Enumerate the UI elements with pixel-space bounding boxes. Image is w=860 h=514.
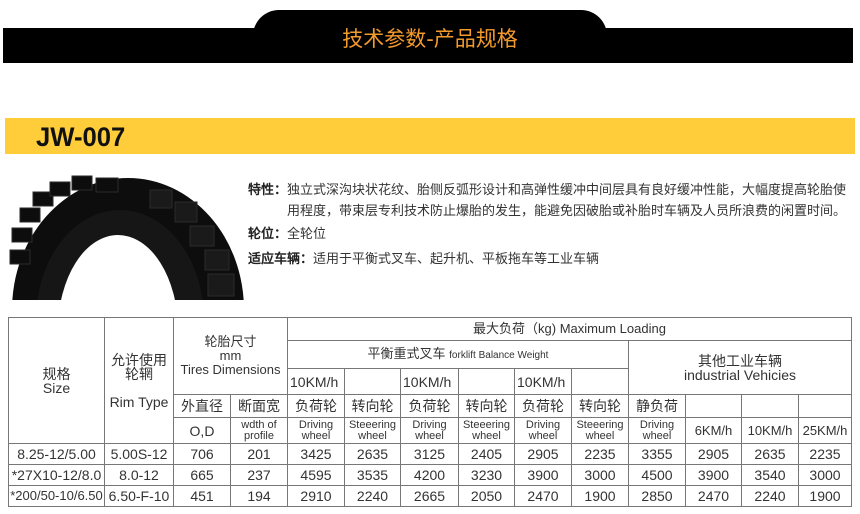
empty-cell [685, 394, 742, 418]
static-cn: 静负荷 [628, 394, 686, 418]
width-cn: 断面宽 [230, 394, 288, 418]
page-title: 技术参数-产品规格 [342, 27, 518, 51]
value-cell: 3900 [514, 464, 572, 486]
size-cell: 8.25-12/5.00 [8, 443, 105, 465]
value-cell: 2635 [344, 443, 401, 465]
value-cell: 3355 [628, 443, 686, 465]
steer-en: Steeering wheel [344, 417, 401, 444]
empty-cell [344, 368, 401, 395]
size-cell: *200/50-10/6.50 [8, 485, 105, 507]
feature-vehicles: 适应车辆： 适用于平衡式叉车、起升机、平板拖车等工业车辆 [248, 249, 858, 270]
speed-10-label: 10KM/h [741, 417, 799, 444]
value-cell: 4500 [628, 464, 686, 486]
table-row: 8.25-12/5.00 5.00S-12 706 201 3425 2635 3125 24… [8, 443, 852, 465]
steer-cn: 转向轮 [344, 394, 401, 418]
value-cell: 237 [230, 464, 288, 486]
dimensions-header: 轮胎尺寸 mm Tires Dimensions [173, 317, 288, 395]
od-cn: 外直径 [173, 394, 231, 418]
value-cell: 3000 [798, 464, 852, 486]
value-cell: 2240 [741, 485, 799, 507]
feature-position: 轮位： 全轮位 [248, 224, 858, 245]
steer-cn: 转向轮 [458, 394, 515, 418]
rim-cell: 5.00S-12 [104, 443, 174, 465]
value-cell: 2405 [458, 443, 515, 465]
forklift-header: 平衡重式叉车 forklift Balance Weight [287, 340, 629, 369]
value-cell: 2235 [571, 443, 629, 465]
header-tab [253, 10, 607, 50]
feature-label: 特性： [248, 183, 288, 198]
value-cell: 2470 [685, 485, 742, 507]
value-cell: 451 [173, 485, 231, 507]
empty-cell [571, 368, 629, 395]
steer-en: Steeering wheel [571, 417, 629, 444]
width-en: wdth of profile [230, 417, 288, 444]
value-cell: 2850 [628, 485, 686, 507]
table-row: *27X10-12/8.0 8.0-12 665 237 4595 3535 4200 323… [8, 464, 852, 486]
steer-cn: 转向轮 [571, 394, 629, 418]
speed-6-label: 6KM/h [685, 417, 742, 444]
value-cell: 4200 [400, 464, 459, 486]
feature-value: 独立式深沟块状花纹、胎侧反弧形设计和高弹性缓冲中间层具有良好缓冲性能，大幅度提高… [287, 183, 847, 219]
value-cell: 2665 [400, 485, 459, 507]
speed-10-label: 10KM/h [514, 368, 572, 395]
max-loading-header: 最大负荷（kg) Maximum Loading [287, 317, 852, 341]
value-cell: 4595 [287, 464, 345, 486]
drive-en: Driving wheel [628, 417, 686, 444]
value-cell: 2240 [344, 485, 401, 507]
feature-label: 轮位： [248, 227, 288, 242]
size-header: 规格 Size [8, 317, 105, 444]
value-cell: 1900 [571, 485, 629, 507]
rim-header: 允许使用 轮辋 Rim Type [104, 317, 174, 444]
drive-en: Driving wheel [514, 417, 572, 444]
model-name: JW-007 [36, 122, 126, 152]
value-cell: 3900 [685, 464, 742, 486]
empty-cell [798, 394, 852, 418]
other-vehicles-header: 其他工业车辆 industrial Vehicies [628, 340, 852, 395]
value-cell: 2635 [741, 443, 799, 465]
speed-10-label: 10KM/h [287, 368, 345, 395]
drive-cn: 负荷轮 [400, 394, 459, 418]
value-cell: 3125 [400, 443, 459, 465]
drive-cn: 负荷轮 [287, 394, 345, 418]
value-cell: 194 [230, 485, 288, 507]
model-band [5, 118, 855, 154]
value-cell: 3425 [287, 443, 345, 465]
value-cell: 3000 [571, 464, 629, 486]
value-cell: 2235 [798, 443, 852, 465]
value-cell: 665 [173, 464, 231, 486]
value-cell: 2910 [287, 485, 345, 507]
value-cell: 2470 [514, 485, 572, 507]
drive-cn: 负荷轮 [514, 394, 572, 418]
drive-en: Driving wheel [287, 417, 345, 444]
value-cell: 201 [230, 443, 288, 465]
feature-list: 特性： 独立式深沟块状花纹、胎侧反弧形设计和高弹性缓冲中间层具有良好缓冲性能，大幅… [248, 180, 858, 270]
value-cell: 3540 [741, 464, 799, 486]
feature-value: 适用于平衡式叉车、起升机、平板拖车等工业车辆 [313, 252, 600, 267]
value-cell: 3535 [344, 464, 401, 486]
feature-value: 全轮位 [287, 227, 327, 242]
value-cell: 1900 [798, 485, 852, 507]
size-cell: *27X10-12/8.0 [8, 464, 105, 486]
value-cell: 706 [173, 443, 231, 465]
tire-image [9, 175, 244, 300]
value-cell: 2905 [514, 443, 572, 465]
empty-cell [458, 368, 515, 395]
feature-label: 适应车辆： [248, 252, 314, 267]
table-row: *200/50-10/6.50 6.50-F-10 451 194 2910 2240 26… [8, 485, 852, 507]
speed-25-label: 25KM/h [798, 417, 852, 444]
od-en: O,D [173, 417, 231, 444]
value-cell: 3230 [458, 464, 515, 486]
speed-10-label: 10KM/h [400, 368, 459, 395]
rim-cell: 6.50-F-10 [104, 485, 174, 507]
rim-cell: 8.0-12 [104, 464, 174, 486]
value-cell: 2050 [458, 485, 515, 507]
drive-en: Driving wheel [400, 417, 459, 444]
empty-cell [741, 394, 799, 418]
steer-en: Steeering wheel [458, 417, 515, 444]
feature-characteristics: 特性： 独立式深沟块状花纹、胎侧反弧形设计和高弹性缓冲中间层具有良好缓冲性能，大幅… [248, 180, 858, 222]
spec-table: 规格 Size 允许使用 轮辋 Rim Type 轮胎尺寸 mm Tires Dimens… [8, 317, 852, 507]
value-cell: 2905 [685, 443, 742, 465]
